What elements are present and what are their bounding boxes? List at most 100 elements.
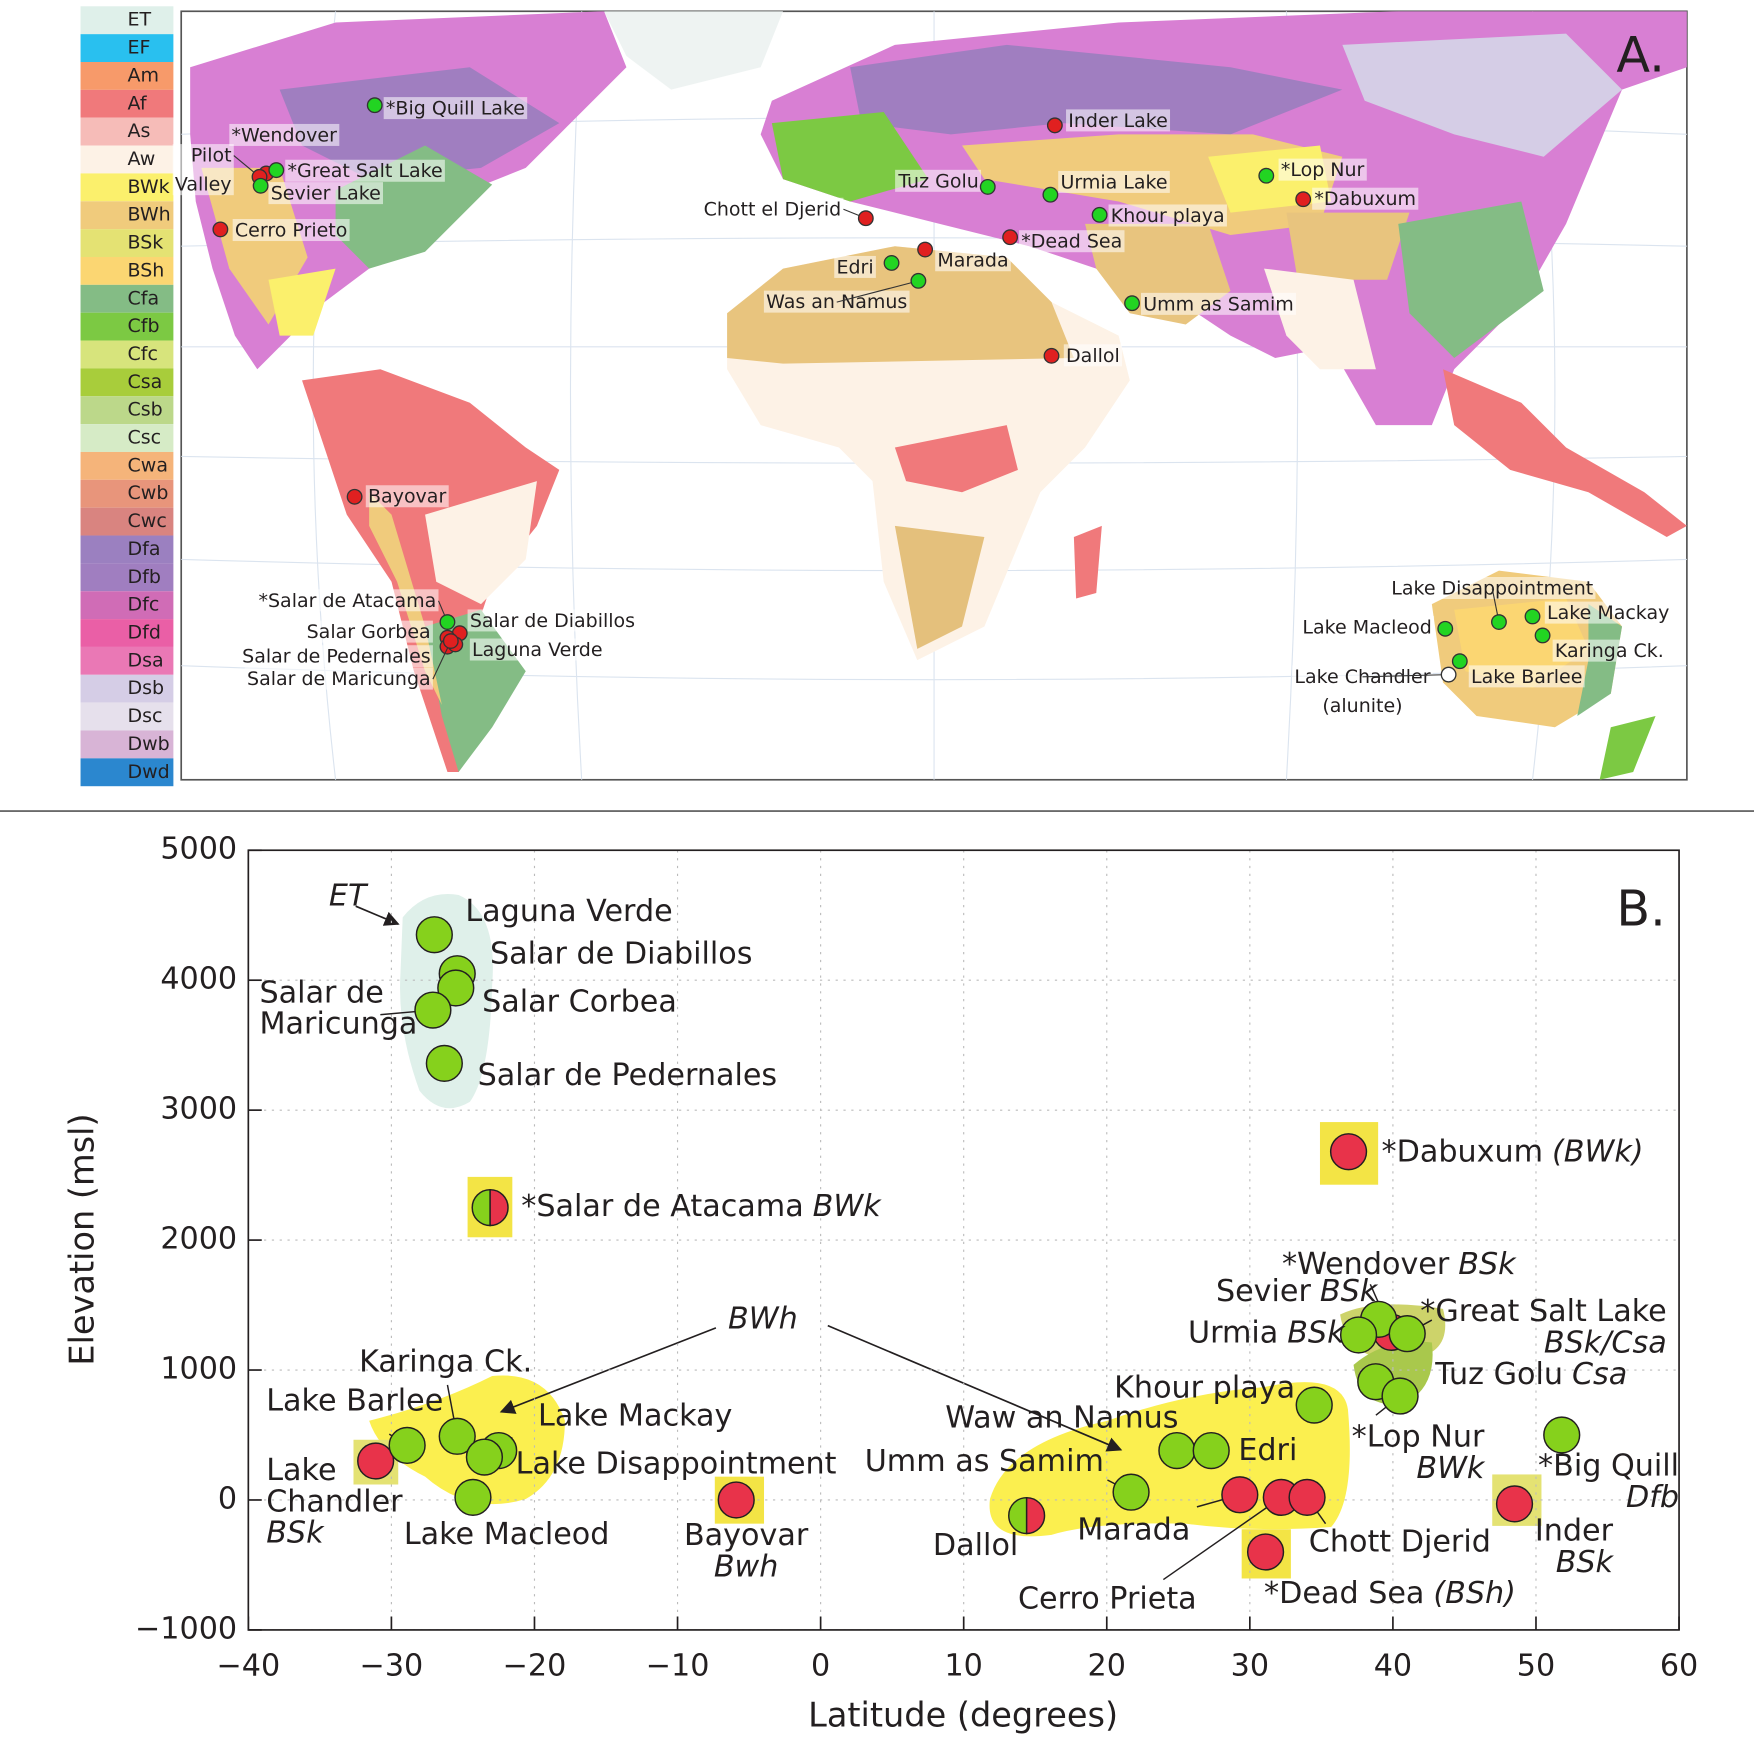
site-label: *Dead Sea xyxy=(1021,230,1122,252)
label-background xyxy=(172,144,234,196)
site-label: *Great Salt Lake xyxy=(287,160,442,182)
site-marker xyxy=(979,178,996,195)
label-background xyxy=(232,219,350,242)
site-marker xyxy=(883,255,900,271)
site-label: Khour playa xyxy=(1111,204,1225,226)
label-background xyxy=(304,620,433,643)
point-label-line: Salar de Diabillos xyxy=(490,936,753,971)
point-label-line: Cerro Prieta xyxy=(1018,1581,1197,1616)
point-label-line: Marada xyxy=(1077,1512,1190,1547)
point-label-line: *Wendover xyxy=(1282,1247,1450,1282)
site-label: Umm as Samim xyxy=(1143,293,1294,315)
legend-swatch xyxy=(80,619,174,647)
label-background xyxy=(1140,292,1297,315)
label-background xyxy=(469,638,605,661)
point-label: Laguna Verde xyxy=(465,893,672,928)
y-tick-label: −1000 xyxy=(135,1611,237,1646)
point-label: Dallol xyxy=(933,1528,1018,1563)
site-label: Salar Gorbea xyxy=(307,621,431,643)
label-background xyxy=(365,485,449,508)
site-marker xyxy=(442,633,459,650)
label-background xyxy=(256,589,439,612)
point-label: Lake Mackay xyxy=(538,1398,732,1433)
site-label: Lake Barlee xyxy=(1471,665,1582,687)
label-background xyxy=(1292,665,1433,717)
site-marker xyxy=(910,272,927,289)
label-background xyxy=(1063,344,1123,367)
point-label: *Salar de Atacama BWk xyxy=(521,1189,882,1224)
point xyxy=(1543,1416,1581,1454)
point xyxy=(1112,1473,1150,1511)
legend-swatch xyxy=(80,424,174,452)
site-label: Salar de Pedernales xyxy=(242,645,431,667)
label-background xyxy=(834,255,876,278)
point-label: Khour playa xyxy=(1114,1370,1295,1405)
point-label-line: *Dabuxum xyxy=(1381,1134,1543,1169)
point xyxy=(1288,1478,1326,1517)
legend-swatch xyxy=(80,730,174,759)
site-label-line: *Great Salt Lake xyxy=(287,160,442,182)
site-marker xyxy=(1002,229,1019,246)
point-label-line: Dallol xyxy=(933,1528,1018,1563)
legend-label: Dfc xyxy=(128,594,160,616)
point xyxy=(1246,1533,1285,1571)
site-label-line: Edri xyxy=(836,256,873,278)
y-tick-label: 0 xyxy=(218,1481,237,1516)
site-label-line: Valley xyxy=(175,173,232,195)
x-tick-label: 0 xyxy=(811,1648,830,1683)
site-marker xyxy=(917,241,934,258)
legend-swatch xyxy=(80,201,174,230)
legend-swatch xyxy=(80,6,174,35)
point-label-line: Tuz Golu xyxy=(1434,1356,1563,1391)
legend-swatch xyxy=(80,535,174,564)
x-tick-label: 40 xyxy=(1374,1648,1412,1683)
point xyxy=(465,1438,504,1476)
point-label-line: *Big Quill xyxy=(1538,1448,1679,1483)
label-background xyxy=(935,249,1011,272)
point xyxy=(1388,1315,1426,1353)
site-label: Salar de Diabillos xyxy=(470,609,635,631)
site-label: *Dabuxum xyxy=(1314,188,1416,210)
site-label-line: Lake Barlee xyxy=(1471,665,1582,687)
legend-label: Csa xyxy=(128,371,163,393)
legend-swatch xyxy=(80,89,174,118)
point-label-line: *Lop Nur xyxy=(1352,1419,1485,1454)
legend-swatch xyxy=(80,591,174,620)
legend-label: BWk xyxy=(128,176,170,198)
site-label-line: Salar de Diabillos xyxy=(470,609,635,631)
site-marker xyxy=(1091,206,1108,223)
legend-swatch xyxy=(80,117,174,146)
site-marker xyxy=(1258,167,1275,184)
label-background xyxy=(383,97,528,120)
climate-code: BSk xyxy=(1556,1544,1615,1579)
site-label: Chott el Djerid xyxy=(704,198,842,220)
legend-label: Cwb xyxy=(128,482,169,504)
site-label-line: Umm as Samim xyxy=(1143,293,1294,315)
climate-code: BSk xyxy=(1320,1274,1379,1309)
site-marker xyxy=(439,614,456,630)
point xyxy=(1381,1377,1419,1415)
point xyxy=(437,969,475,1007)
site-label: Lake Disappointment xyxy=(1391,577,1593,599)
legend-swatch xyxy=(80,507,174,536)
point xyxy=(1329,1133,1368,1171)
legend-label: BSh xyxy=(128,259,165,281)
site-marker xyxy=(1295,191,1312,208)
legend-swatch xyxy=(80,256,174,285)
point-label: Salar Corbea xyxy=(482,984,677,1019)
legend-swatch xyxy=(80,674,174,703)
legend-swatch xyxy=(80,312,174,341)
legend-label: As xyxy=(128,120,151,142)
leader-line xyxy=(1362,674,1449,678)
point xyxy=(1192,1431,1230,1470)
climate-code: (BWk) xyxy=(1552,1134,1644,1169)
site-marker xyxy=(268,162,285,179)
label-background xyxy=(1312,187,1419,210)
legend-swatch xyxy=(80,229,174,257)
legend-swatch xyxy=(80,173,174,202)
point-label-line: Salar Corbea xyxy=(482,984,677,1019)
legend-label: Af xyxy=(128,92,148,114)
x-tick-label: −10 xyxy=(646,1648,710,1683)
site-label-line: Lake Disappointment xyxy=(1391,577,1593,599)
